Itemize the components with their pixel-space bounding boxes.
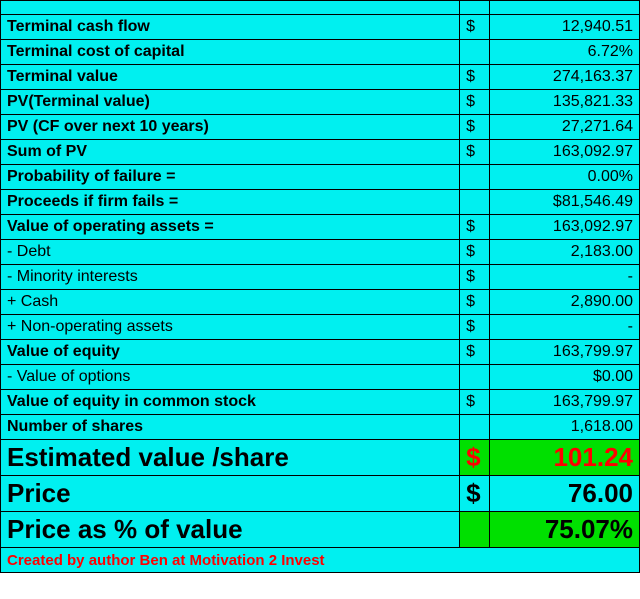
summary-value: 76.00 xyxy=(490,476,640,512)
row-label: Value of equity in common stock xyxy=(1,390,460,415)
row-value: 163,092.97 xyxy=(490,215,640,240)
currency-symbol xyxy=(460,365,490,390)
table-row: Terminal cash flow$12,940.51 xyxy=(1,15,640,40)
row-value: 163,799.97 xyxy=(490,390,640,415)
row-label: - Value of options xyxy=(1,365,460,390)
summary-row: Price as % of value 75.07% xyxy=(1,512,640,548)
row-value: $0.00 xyxy=(490,365,640,390)
table-row: Number of shares 1,618.00 xyxy=(1,415,640,440)
row-label: Value of operating assets = xyxy=(1,215,460,240)
table-row: PV(Terminal value)$135,821.33 xyxy=(1,90,640,115)
table-row: - Debt$2,183.00 xyxy=(1,240,640,265)
summary-value: 75.07% xyxy=(490,512,640,548)
row-label: Sum of PV xyxy=(1,140,460,165)
row-value: 163,799.97 xyxy=(490,340,640,365)
table-row: Probability of failure = 0.00% xyxy=(1,165,640,190)
currency-symbol: $ xyxy=(460,15,490,40)
currency-symbol xyxy=(460,190,490,215)
table-row: Value of operating assets =$163,092.97 xyxy=(1,215,640,240)
row-value: 12,940.51 xyxy=(490,15,640,40)
valuation-table: Terminal cash flow$12,940.51Terminal cos… xyxy=(0,0,640,573)
summary-row: Price$76.00 xyxy=(1,476,640,512)
table-row: + Non-operating assets$- xyxy=(1,315,640,340)
row-value: 6.72% xyxy=(490,40,640,65)
table-row: - Minority interests$- xyxy=(1,265,640,290)
summary-label: Price xyxy=(1,476,460,512)
currency-symbol: $ xyxy=(460,340,490,365)
currency-symbol: $ xyxy=(460,315,490,340)
table-row: PV (CF over next 10 years)$27,271.64 xyxy=(1,115,640,140)
currency-symbol xyxy=(460,415,490,440)
empty-top-row xyxy=(1,1,640,15)
summary-label: Price as % of value xyxy=(1,512,460,548)
row-label: Terminal cash flow xyxy=(1,15,460,40)
row-label: Terminal value xyxy=(1,65,460,90)
row-label: - Minority interests xyxy=(1,265,460,290)
footer-credit: Created by author Ben at Motivation 2 In… xyxy=(1,548,640,573)
row-value: - xyxy=(490,265,640,290)
currency-symbol xyxy=(460,40,490,65)
row-value: 2,183.00 xyxy=(490,240,640,265)
row-label: - Debt xyxy=(1,240,460,265)
table-row: Terminal value$274,163.37 xyxy=(1,65,640,90)
footer-row: Created by author Ben at Motivation 2 In… xyxy=(1,548,640,573)
currency-symbol xyxy=(460,512,490,548)
currency-symbol: $ xyxy=(460,265,490,290)
currency-symbol: $ xyxy=(460,440,490,476)
currency-symbol: $ xyxy=(460,290,490,315)
currency-symbol: $ xyxy=(460,476,490,512)
row-label: Terminal cost of capital xyxy=(1,40,460,65)
summary-row: Estimated value /share$101.24 xyxy=(1,440,640,476)
table-row: Value of equity$163,799.97 xyxy=(1,340,640,365)
row-value: 0.00% xyxy=(490,165,640,190)
currency-symbol: $ xyxy=(460,215,490,240)
row-label: Proceeds if firm fails = xyxy=(1,190,460,215)
currency-symbol: $ xyxy=(460,390,490,415)
row-label: + Cash xyxy=(1,290,460,315)
row-label: PV (CF over next 10 years) xyxy=(1,115,460,140)
table-row: + Cash$2,890.00 xyxy=(1,290,640,315)
row-value: 163,092.97 xyxy=(490,140,640,165)
table-row: Terminal cost of capital 6.72% xyxy=(1,40,640,65)
row-value: 1,618.00 xyxy=(490,415,640,440)
row-label: Number of shares xyxy=(1,415,460,440)
currency-symbol: $ xyxy=(460,115,490,140)
currency-symbol: $ xyxy=(460,240,490,265)
row-label: PV(Terminal value) xyxy=(1,90,460,115)
row-value: 2,890.00 xyxy=(490,290,640,315)
table-row: Proceeds if firm fails = $81,546.49 xyxy=(1,190,640,215)
summary-value: 101.24 xyxy=(490,440,640,476)
summary-label: Estimated value /share xyxy=(1,440,460,476)
row-value: 274,163.37 xyxy=(490,65,640,90)
row-label: Probability of failure = xyxy=(1,165,460,190)
row-value: - xyxy=(490,315,640,340)
row-label: + Non-operating assets xyxy=(1,315,460,340)
currency-symbol xyxy=(460,165,490,190)
currency-symbol: $ xyxy=(460,65,490,90)
row-value: 135,821.33 xyxy=(490,90,640,115)
table-row: Sum of PV$163,092.97 xyxy=(1,140,640,165)
row-value: 27,271.64 xyxy=(490,115,640,140)
table-row: Value of equity in common stock$163,799.… xyxy=(1,390,640,415)
row-label: Value of equity xyxy=(1,340,460,365)
currency-symbol: $ xyxy=(460,90,490,115)
currency-symbol: $ xyxy=(460,140,490,165)
row-value: $81,546.49 xyxy=(490,190,640,215)
table-row: - Value of options $0.00 xyxy=(1,365,640,390)
